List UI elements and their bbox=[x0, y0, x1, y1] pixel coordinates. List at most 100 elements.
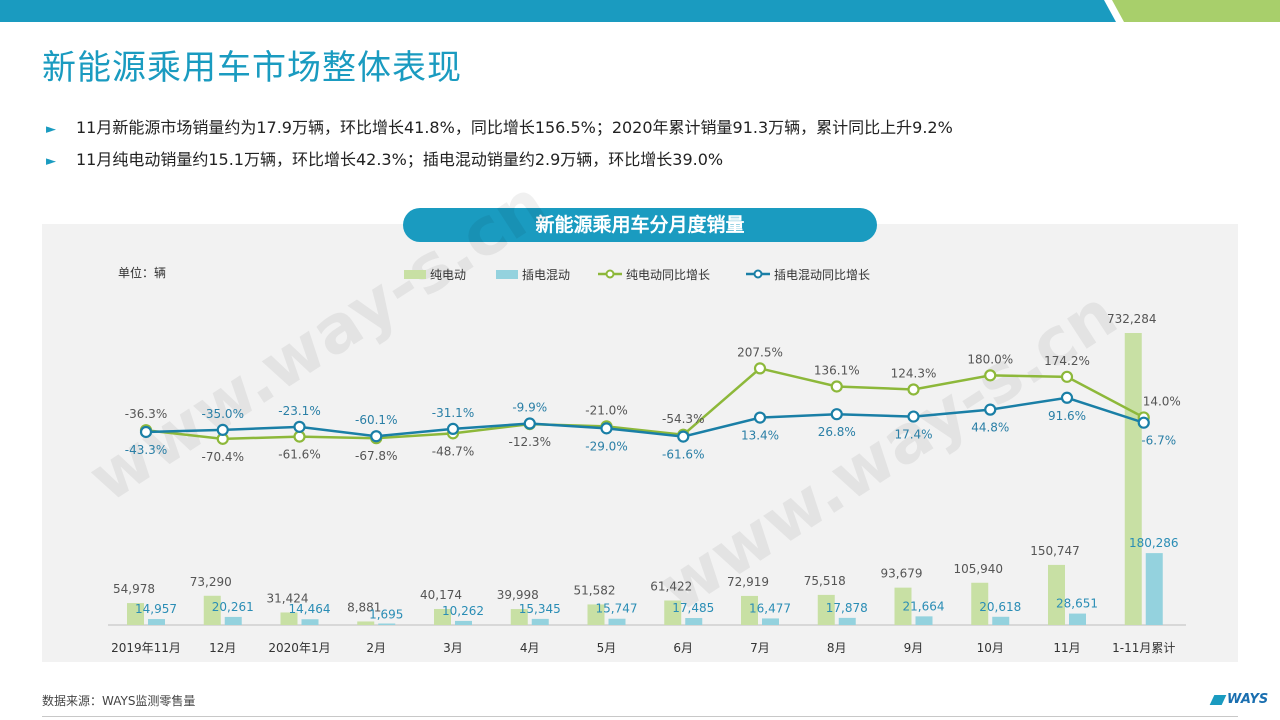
bar-phev bbox=[301, 619, 319, 625]
x-tick-label: 5月 bbox=[597, 641, 617, 655]
bar-label-bev: 39,998 bbox=[497, 588, 539, 602]
bar-bev bbox=[587, 604, 605, 625]
bar-label-bev: 73,290 bbox=[190, 575, 232, 589]
phev-yoy-label: -35.0% bbox=[202, 407, 244, 421]
bev-yoy-label: 124.3% bbox=[891, 366, 937, 380]
x-tick-label: 12月 bbox=[209, 641, 236, 655]
bar-phev bbox=[148, 619, 165, 625]
legend-swatch bbox=[404, 270, 426, 279]
legend-label: 纯电动同比增长 bbox=[626, 268, 710, 282]
phev-yoy-label: -60.1% bbox=[355, 413, 397, 427]
bar-label-bev: 150,747 bbox=[1030, 544, 1080, 558]
bar-bev bbox=[434, 608, 451, 625]
bullet-item: ► 11月纯电动销量约15.1万辆，环比增长42.3%；插电混动销量约2.9万辆，… bbox=[46, 148, 953, 180]
bar-label-bev: 31,424 bbox=[267, 591, 309, 605]
phev-yoy-line bbox=[145, 396, 1145, 438]
x-tick-label: 2020年1月 bbox=[268, 641, 330, 655]
page-title: 新能源乘用车市场整体表现 bbox=[42, 48, 462, 88]
phev-yoy-label: 17.4% bbox=[894, 428, 932, 442]
phev-yoy-label: -23.1% bbox=[278, 404, 320, 418]
bev-yoy-label: -36.3% bbox=[125, 407, 167, 421]
bev-yoy-point bbox=[907, 383, 920, 396]
phev-yoy-label: 44.8% bbox=[971, 421, 1009, 435]
bev-yoy-point bbox=[830, 380, 843, 393]
bar-label-bev: 54,978 bbox=[113, 582, 155, 596]
bar-label-phev: 20,261 bbox=[212, 600, 254, 614]
bar-bev bbox=[1048, 564, 1065, 625]
bar-phev bbox=[224, 616, 242, 625]
bar-bev bbox=[741, 595, 758, 625]
bev-yoy-point bbox=[293, 430, 306, 443]
bar-phev bbox=[455, 620, 472, 625]
bar-label-phev: 17,878 bbox=[826, 601, 868, 615]
bar-label-bev: 51,582 bbox=[574, 583, 616, 597]
bev-yoy-label: -70.4% bbox=[202, 450, 244, 464]
bar-label-phev: 28,651 bbox=[1056, 597, 1098, 611]
bar-label-phev: 1,695 bbox=[369, 607, 403, 621]
phev-yoy-label: 91.6% bbox=[1048, 409, 1086, 423]
bar-phev bbox=[685, 618, 703, 625]
phev-yoy-point bbox=[293, 420, 306, 433]
legend-marker bbox=[753, 269, 763, 279]
bar-label-phev: 17,485 bbox=[672, 601, 714, 615]
bar-label-phev: 10,262 bbox=[442, 604, 484, 618]
phev-yoy-point bbox=[446, 422, 460, 435]
phev-yoy-point bbox=[139, 425, 153, 439]
bev-yoy-point bbox=[984, 369, 997, 382]
phev-yoy-label: -61.6% bbox=[662, 448, 704, 462]
bar-bev bbox=[971, 582, 989, 625]
legend-marker bbox=[605, 269, 615, 279]
bar-phev bbox=[378, 623, 396, 625]
phev-yoy-label: -9.9% bbox=[512, 401, 547, 415]
bar-phev bbox=[838, 617, 856, 625]
unit-label: 单位：辆 bbox=[118, 265, 166, 280]
data-source: 数据来源：WAYS监测零售量 bbox=[42, 694, 196, 708]
bar-label-phev: 14,464 bbox=[289, 602, 331, 616]
bar-label-bev: 61,422 bbox=[650, 580, 692, 594]
bar-phev bbox=[1145, 553, 1163, 625]
bullet-marker-icon: ► bbox=[46, 122, 56, 137]
bar-label-bev: 8,881 bbox=[347, 600, 381, 614]
bar-label-bev: 732,284 bbox=[1107, 312, 1157, 326]
bev-yoy-point bbox=[753, 362, 767, 375]
bar-label-phev: 15,345 bbox=[519, 602, 561, 616]
legend-label: 插电混动同比增长 bbox=[774, 268, 870, 282]
bev-yoy-label: 180.0% bbox=[967, 352, 1013, 366]
bar-label-phev: 21,664 bbox=[903, 599, 945, 613]
bev-yoy-line bbox=[145, 367, 1145, 441]
bar-bev bbox=[280, 612, 298, 625]
summary-bullets: ► 11月新能源市场销量约为17.9万辆，环比增长41.8%，同比增长156.5%… bbox=[46, 116, 953, 180]
phev-yoy-point bbox=[984, 403, 997, 416]
bar-bev bbox=[510, 609, 528, 625]
bar-label-bev: 72,919 bbox=[727, 575, 769, 589]
bar-label-bev: 105,940 bbox=[953, 562, 1003, 576]
bar-bev bbox=[203, 595, 221, 625]
legend-swatch bbox=[496, 270, 518, 279]
chart-panel bbox=[42, 224, 1238, 662]
bar-bev bbox=[127, 603, 144, 625]
phev-yoy-point bbox=[677, 430, 690, 443]
x-tick-label: 10月 bbox=[977, 641, 1004, 655]
phev-yoy-point bbox=[600, 422, 613, 435]
bev-yoy-label: 136.1% bbox=[814, 363, 860, 377]
footer-divider bbox=[42, 716, 1238, 717]
ways-logo-icon bbox=[1209, 694, 1227, 705]
bev-yoy-label: -21.0% bbox=[585, 403, 627, 417]
x-tick-label: 9月 bbox=[904, 641, 924, 655]
phev-yoy-point bbox=[1060, 391, 1074, 404]
bar-label-phev: 180,286 bbox=[1129, 536, 1179, 550]
phev-yoy-label: -31.1% bbox=[432, 406, 474, 420]
bar-bev bbox=[894, 587, 912, 625]
phev-yoy-label: 13.4% bbox=[741, 429, 779, 443]
bev-yoy-label: -67.8% bbox=[355, 449, 397, 463]
bev-yoy-label: 174.2% bbox=[1044, 354, 1090, 368]
x-tick-label: 4月 bbox=[520, 641, 540, 655]
bullet-text: 11月新能源市场销量约为17.9万辆，环比增长41.8%，同比增长156.5%；… bbox=[76, 118, 953, 137]
bar-label-phev: 15,747 bbox=[596, 602, 638, 616]
phev-yoy-point bbox=[907, 410, 920, 423]
bar-phev bbox=[1069, 613, 1086, 625]
phev-yoy-label: -6.7% bbox=[1141, 434, 1176, 448]
bev-yoy-label: -61.6% bbox=[278, 448, 320, 462]
phev-yoy-point bbox=[216, 423, 229, 436]
